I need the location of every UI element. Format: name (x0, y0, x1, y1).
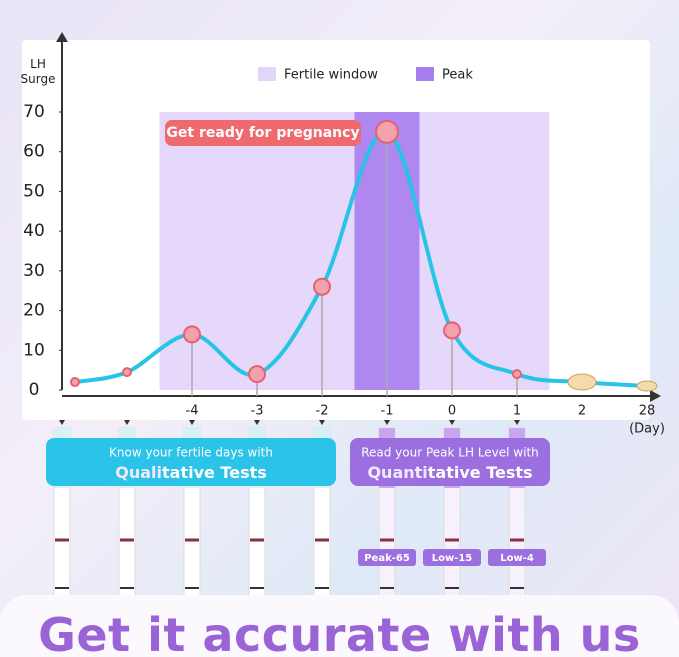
y-axis-arrow (56, 32, 68, 42)
point (122, 367, 132, 378)
x-tick-label: 28 (639, 404, 656, 419)
point (636, 380, 658, 392)
legend-swatch (258, 67, 276, 81)
banner-highlight: Quali (115, 463, 162, 482)
strip-label-box (358, 549, 416, 566)
x-tick-label: -4 (186, 404, 199, 419)
strip-label-box (488, 549, 546, 566)
annotation: Get ready for pregnancy (166, 125, 359, 141)
bottom-panel (0, 595, 679, 657)
y-axis-label: LH Surge (20, 57, 56, 86)
x-tick-label: 1 (513, 404, 521, 419)
x-tick-label: -3 (251, 404, 264, 419)
tagline: Get it accurate with us (38, 608, 641, 657)
point (443, 321, 461, 340)
strip-marker (59, 420, 65, 425)
strip-marker (254, 420, 260, 425)
legend-label: Peak (442, 68, 473, 83)
x-axis-arrow (650, 390, 661, 402)
x-tick-label: -1 (381, 404, 394, 419)
y-tick-label: 70 (23, 102, 45, 122)
x-tick-label: 2 (578, 404, 586, 419)
x-tick-label: 0 (448, 404, 456, 419)
banner-rest: tative Tests (428, 463, 533, 482)
y-tick-label: 40 (23, 221, 45, 241)
banner (350, 438, 550, 486)
legend-swatch (416, 67, 434, 81)
banner-line2: Quantitative Tests (367, 463, 532, 482)
strip-marker (124, 420, 130, 425)
strip-marker (384, 420, 390, 425)
strip-marker (189, 420, 195, 425)
y-tick-label: 50 (23, 181, 45, 201)
strip-marker (514, 420, 520, 425)
strip-label-box (423, 549, 481, 566)
banner-rest: tative Tests (162, 463, 267, 482)
strip-label: Low-4 (500, 553, 534, 564)
point (183, 325, 201, 344)
banner-line2: Qualitative Tests (115, 463, 267, 482)
banner-highlight: Quanti (367, 463, 427, 482)
strip-label: Peak-65 (364, 553, 410, 564)
legend-label: Fertile window (284, 68, 378, 83)
y-tick-label: 30 (23, 261, 45, 281)
y-tick-label: 60 (23, 142, 45, 162)
annotation-box (165, 120, 361, 146)
point (313, 277, 331, 296)
banner-line1: Read your Peak LH Level with (361, 446, 539, 460)
banner (46, 438, 336, 486)
line (74, 129, 648, 389)
point (567, 373, 597, 391)
y-tick-label: 10 (23, 340, 45, 360)
x-axis-label: (Day) (629, 422, 665, 437)
strip-marker (319, 420, 325, 425)
point (375, 119, 399, 144)
strip-marker (449, 420, 455, 425)
point (70, 377, 80, 388)
x-tick-label: -2 (316, 404, 329, 419)
y-tick-label: 0 (29, 380, 40, 400)
y-tick-label: 20 (23, 301, 45, 321)
banner-line1: Know your fertile days with (109, 446, 273, 460)
strip-label: Low-15 (432, 553, 473, 564)
point (512, 369, 522, 380)
point (248, 365, 266, 384)
